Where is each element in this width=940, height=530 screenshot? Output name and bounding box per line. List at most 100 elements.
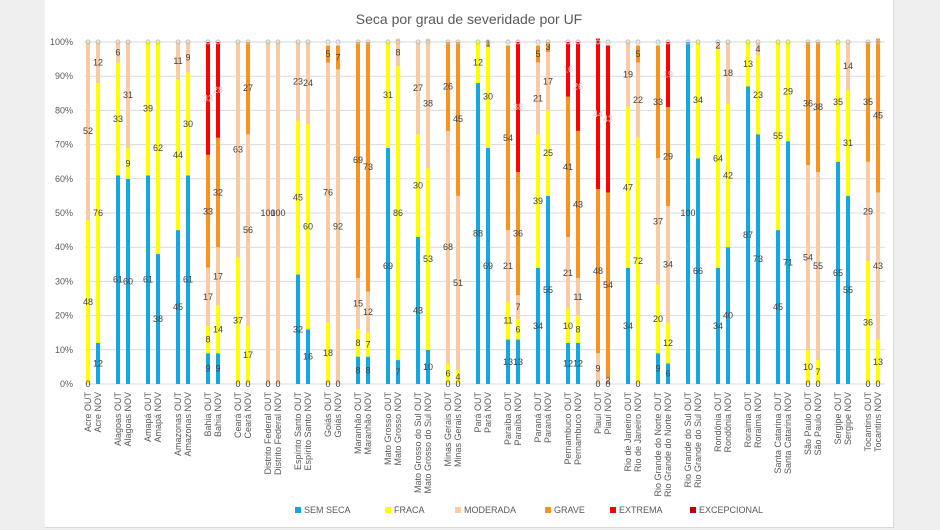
- data-label: 43: [413, 305, 423, 315]
- data-label: 38: [813, 102, 823, 112]
- data-label: 35: [863, 97, 873, 107]
- data-label: 29: [863, 206, 873, 216]
- bars: [86, 38, 880, 385]
- zero-marker: [485, 39, 491, 45]
- data-label: 66: [693, 266, 703, 276]
- data-label: 88: [473, 229, 483, 239]
- x-tick-label: Acre NOV: [93, 392, 103, 433]
- x-tick-label: Pernambuco OUT: [563, 392, 573, 465]
- data-label: 72: [633, 256, 643, 266]
- zero-marker: [655, 39, 661, 45]
- data-label: 61: [143, 275, 153, 285]
- data-label: 31: [843, 138, 853, 148]
- zero-marker: [745, 39, 751, 45]
- bar-segment: [486, 148, 490, 384]
- data-label: 12: [93, 358, 103, 368]
- bar-segment: [596, 353, 600, 384]
- data-label: 16: [303, 352, 313, 362]
- data-label: 61: [183, 275, 193, 285]
- bar-segment: [596, 189, 600, 354]
- data-label: 86: [393, 208, 403, 218]
- data-label: 29: [783, 87, 793, 97]
- x-tick-label: Rio Grande do Norte NOV: [663, 392, 673, 497]
- legend: SEM SECA FRACA MODERADA GRAVE EXTREMA EXCEPCI…: [295, 505, 763, 515]
- data-label: 13: [743, 59, 753, 69]
- y-tick-label: 40%: [55, 242, 73, 252]
- data-label: 0: [605, 379, 610, 389]
- data-label: 0: [335, 379, 340, 389]
- bar-segment: [666, 322, 670, 364]
- data-label: 33: [203, 93, 213, 103]
- data-label: 10: [563, 321, 573, 331]
- bar-segment: [876, 339, 880, 384]
- bar-segment: [876, 38, 880, 193]
- data-label: 100: [680, 208, 695, 218]
- data-label: 18: [723, 68, 733, 78]
- data-label: 0: [265, 379, 270, 389]
- bar-segment: [656, 353, 660, 384]
- bar-segment: [666, 206, 670, 323]
- data-label: 76: [323, 187, 333, 197]
- data-label: 7: [515, 302, 520, 312]
- y-tick-label: 90%: [55, 71, 73, 81]
- bar-segment: [446, 363, 450, 384]
- bar-segment: [426, 168, 430, 350]
- x-tick-label: Ceará OUT: [233, 392, 243, 439]
- data-label: 33: [203, 206, 213, 216]
- x-tick-label: Sergipe NOV: [843, 392, 853, 445]
- data-label: 7: [395, 367, 400, 377]
- bar-segment: [536, 45, 540, 63]
- data-label: 12: [563, 358, 573, 368]
- bar-segment: [216, 353, 220, 384]
- bar-segment: [146, 42, 150, 176]
- legend-swatch: [690, 507, 696, 513]
- bar-segment: [366, 356, 370, 384]
- data-label: 69: [353, 155, 363, 165]
- data-label: 13: [503, 357, 513, 367]
- bar-segment: [656, 284, 660, 354]
- x-tick-label: Maranhão NOV: [363, 392, 373, 455]
- bar-segment: [266, 42, 270, 384]
- data-label: 45: [453, 114, 463, 124]
- data-label: 17: [243, 350, 253, 360]
- data-label: 45: [773, 302, 783, 312]
- data-label: 43: [873, 261, 883, 271]
- data-label: 31: [123, 90, 133, 100]
- x-tick-label: Espírito Santo OUT: [293, 391, 303, 470]
- x-tick-label: Rondônia NOV: [723, 392, 733, 453]
- legend-label: MODERADA: [464, 505, 516, 515]
- data-label: 8: [365, 365, 370, 375]
- x-tick-label: Paraíba NOV: [513, 392, 523, 446]
- data-label: 7: [365, 340, 370, 350]
- zero-marker: [235, 39, 241, 45]
- zero-marker: [545, 39, 551, 45]
- bar-segment: [206, 42, 210, 155]
- x-tick-label: Roraima NOV: [753, 392, 763, 448]
- bar-segment: [726, 42, 730, 104]
- zero-marker: [695, 39, 701, 45]
- x-tick-label: Amazonas NOV: [183, 392, 193, 457]
- bar-segment: [426, 349, 430, 384]
- data-label: 21: [563, 268, 573, 278]
- x-tick-label: Rio de Janeiro NOV: [633, 392, 643, 472]
- bar-segment: [246, 42, 250, 135]
- x-tick-label: Ceará NOV: [243, 392, 253, 439]
- bar-segment: [506, 45, 510, 231]
- data-label: 64: [713, 153, 723, 163]
- legend-label: GRAVE: [554, 505, 585, 515]
- y-tick-label: 20%: [55, 311, 73, 321]
- zero-marker: [125, 39, 131, 45]
- bar-segment: [786, 141, 790, 384]
- bar-segment: [866, 260, 870, 384]
- bar-segment: [176, 230, 180, 384]
- x-tick-label: São Paulo OUT: [803, 391, 813, 455]
- data-label: 39: [143, 104, 153, 114]
- x-tick-label: Roraima OUT: [743, 392, 753, 448]
- bar-segment: [606, 45, 610, 193]
- bar-segment: [336, 45, 340, 70]
- data-label: 17: [543, 76, 553, 86]
- data-label: 56: [243, 225, 253, 235]
- data-label: 6: [665, 369, 670, 379]
- bar-segment: [246, 325, 250, 384]
- y-axis: 0% 10% 20% 30% 40% 50% 60% 70% 80% 90% 100%: [50, 37, 73, 389]
